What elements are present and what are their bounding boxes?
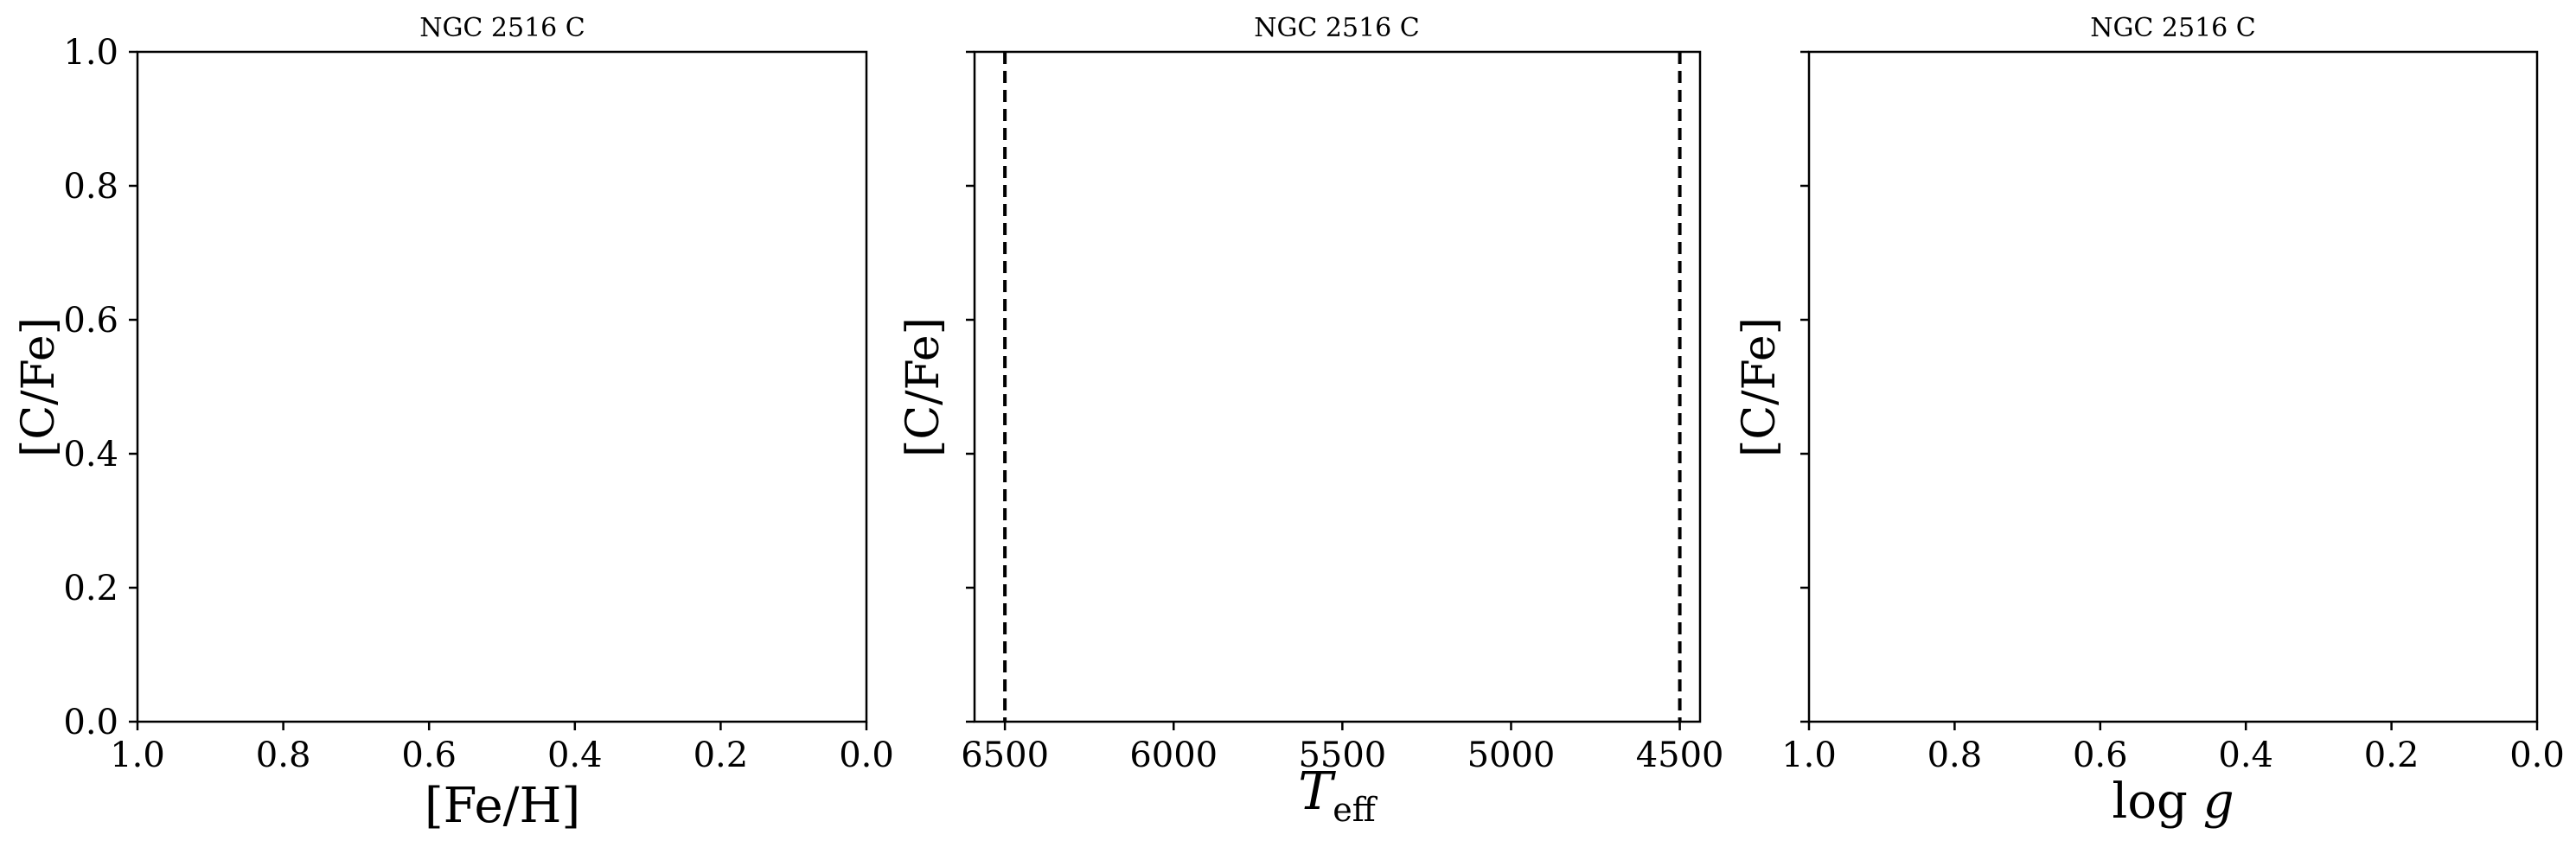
- panel-3: NGC 2516 C 1.0 0.8 0.6 0.4 0.2 0.0 log g [C/F…: [1734, 13, 2565, 830]
- panel-3-xtick-label: 0.4: [2218, 736, 2273, 775]
- panel-1: NGC 2516 C 1.0 0.8 0.6 0.4 0.2 0.0 0.0 0.2 0.4 0.…: [13, 13, 894, 834]
- panel-1-xtick-label: 1.0: [110, 736, 165, 775]
- panel-1-xtick-label: 0.6: [401, 736, 457, 775]
- panel-2-ylabel: [C/Fe]: [898, 317, 949, 457]
- panel-3-xtick-label: 1.0: [1781, 736, 1837, 775]
- panel-1-ytick-label: 0.8: [63, 167, 118, 207]
- panel-2: NGC 2516 C 6500 6000 5500 5000 4500 Teff [C/…: [898, 13, 1723, 829]
- panel-2-xlabel-subscript: eff: [1333, 791, 1377, 829]
- panel-1-xtick-label: 0.8: [256, 736, 311, 775]
- panel-1-ytick-label: 0.0: [63, 703, 118, 742]
- panel-2-xlabel-symbol: T: [1298, 761, 1336, 822]
- panel-3-ylabel: [C/Fe]: [1734, 317, 1786, 457]
- panel-2-xtick-label: 5500: [1298, 736, 1386, 775]
- panel-1-ytick-label: 0.4: [63, 435, 118, 474]
- panel-2-title: NGC 2516 C: [1254, 13, 1420, 43]
- panel-1-title: NGC 2516 C: [419, 13, 585, 43]
- panel-1-ytick-label: 0.2: [63, 569, 118, 608]
- panel-1-ytick-label: 1.0: [63, 33, 118, 73]
- panel-3-xlabel-g: g: [2203, 774, 2234, 830]
- panel-1-ylabel: [C/Fe]: [13, 317, 65, 457]
- panel-1-xtick-label: 0.0: [839, 736, 894, 775]
- panel-3-xtick-label: 0.8: [1927, 736, 1983, 775]
- panel-2-ticks: 6500 6000 5500 5000 4500: [961, 50, 1724, 775]
- panel-2-plot-area: [1003, 52, 1682, 722]
- panel-3-xlabel: log g: [2112, 774, 2234, 830]
- panel-3-xtick-label: 0.6: [2073, 736, 2128, 775]
- panel-2-xlabel: Teff: [1298, 761, 1378, 829]
- panel-3-xtick-label: 0.2: [2364, 736, 2419, 775]
- panel-1-xtick-label: 0.2: [694, 736, 749, 775]
- panel-3-frame: [1807, 50, 2539, 723]
- panel-2-xtick-label: 6500: [961, 736, 1049, 775]
- panel-1-xlabel: [Fe/H]: [425, 778, 580, 834]
- panel-2-xtick-label: 5000: [1467, 736, 1556, 775]
- panel-2-xtick-label: 4500: [1636, 736, 1724, 775]
- panel-3-xlabel-log: log: [2112, 774, 2202, 830]
- panel-2-xtick-label: 6000: [1129, 736, 1218, 775]
- panel-3-xtick-label: 0.0: [2509, 736, 2565, 775]
- panel-1-ytick-label: 0.6: [63, 301, 118, 341]
- panel-3-ticks: 1.0 0.8 0.6 0.4 0.2 0.0: [1781, 50, 2565, 775]
- panel-1-frame: [136, 50, 868, 723]
- panel-2-frame: [973, 50, 1702, 723]
- panel-3-title: NGC 2516 C: [2090, 13, 2256, 43]
- panel-1-xtick-label: 0.4: [547, 736, 603, 775]
- panel-1-ticks: 1.0 0.8 0.6 0.4 0.2 0.0 0.0 0.2 0.4 0.6 0.8 1.0: [63, 33, 893, 775]
